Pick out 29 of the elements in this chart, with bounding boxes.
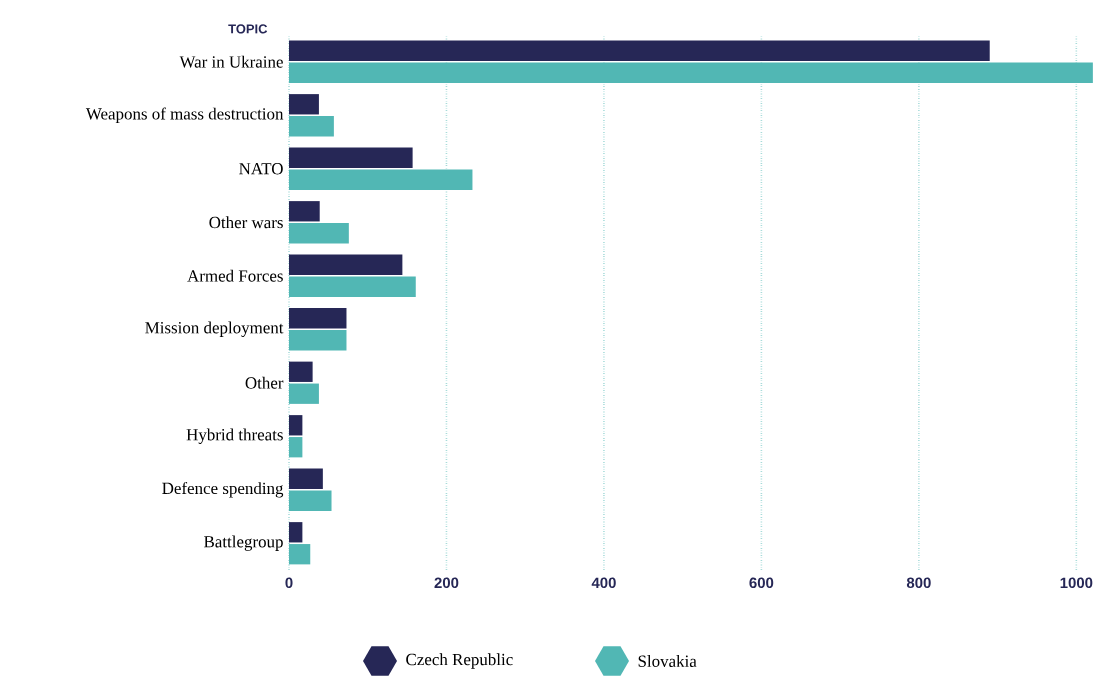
y-tick-label: Hybrid threats bbox=[186, 428, 283, 444]
bar bbox=[289, 254, 403, 275]
y-tick-label: Other wars bbox=[209, 216, 283, 229]
y-tick-label: Other bbox=[245, 376, 284, 389]
y-tick-label: Battlegroup bbox=[204, 535, 283, 551]
y-tick-label: NATO bbox=[239, 163, 283, 175]
y-tick-label: Armed Forces bbox=[187, 269, 283, 282]
bar bbox=[289, 40, 990, 61]
bar bbox=[289, 468, 323, 489]
bar bbox=[289, 147, 413, 168]
y-axis-title: TOPIC bbox=[228, 24, 268, 34]
x-tick-label: 0 bbox=[285, 577, 293, 589]
bar bbox=[289, 308, 347, 329]
y-tick-label: Defence spending bbox=[162, 481, 284, 498]
bar bbox=[289, 94, 319, 115]
y-tick-label: War in Ukraine bbox=[179, 55, 283, 68]
x-tick-label: 800 bbox=[906, 577, 931, 589]
x-tick-label: 400 bbox=[591, 577, 616, 589]
y-tick-label: Mission deployment bbox=[145, 321, 284, 337]
x-tick-label: 600 bbox=[749, 577, 774, 589]
y-tick-label: Weapons of mass destruction bbox=[85, 107, 284, 124]
bar bbox=[289, 361, 313, 382]
legend-label: Slovakia bbox=[638, 655, 697, 667]
bar bbox=[289, 415, 303, 436]
bar bbox=[289, 522, 303, 543]
bar bbox=[289, 201, 320, 222]
legend-label: Czech Republic bbox=[406, 653, 513, 669]
x-tick-label: 1000 bbox=[1060, 577, 1093, 589]
x-tick-label: 200 bbox=[434, 577, 459, 589]
